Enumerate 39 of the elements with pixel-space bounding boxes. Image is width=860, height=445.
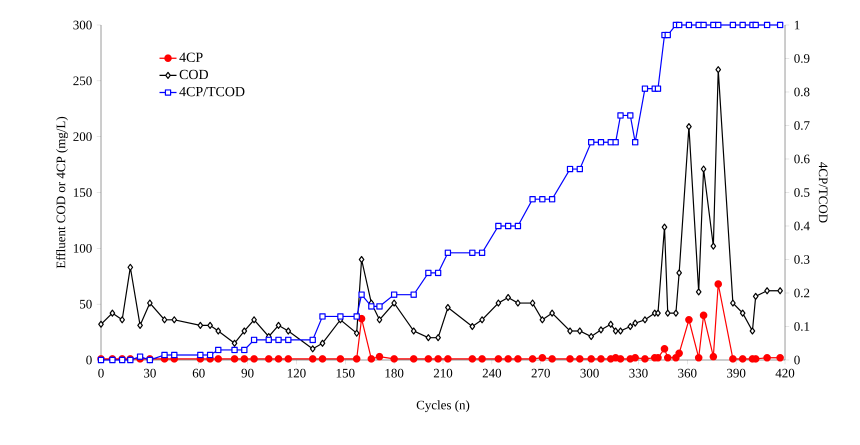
x-tick-label: 240 [482,368,502,378]
y2-tick-label: 0.8 [794,88,810,96]
y-axis-title: Effluent COD or 4CP (mg/L) [56,116,68,268]
y2-tick-label: 0.9 [794,54,810,63]
x-tick-label: 210 [434,368,452,378]
y-tick-label: 50 [80,300,92,309]
y2-tick-label: 0.5 [794,188,810,197]
x-tick-label: 390 [727,368,746,378]
x-tick-label: 330 [629,368,648,378]
y2-tick-label: 0.7 [794,121,810,130]
legend-label: 4CP/TCOD [179,86,244,96]
x-tick-label: 270 [532,368,550,378]
y2-tick-label: 0.3 [794,255,810,264]
y-tick-label: 150 [74,188,92,197]
x-tick-label: 180 [386,368,404,378]
y-tick-label: 0 [86,356,92,364]
y-tick-label: 200 [73,132,92,142]
y2-tick-label: 0.2 [794,288,810,298]
x-tick-label: 360 [678,368,697,378]
x-axis-title: Cycles (n) [416,400,470,412]
legend-label: 4CP [179,52,203,62]
x-tick-label: 30 [144,368,156,378]
y2-tick-label: 0 [794,356,800,364]
x-tick-label: 120 [288,368,306,378]
x-tick-label: 300 [580,368,599,378]
y-tick-label: 300 [73,20,92,30]
y2-tick-label: 1 [794,20,800,30]
y2-tick-label: 0.6 [794,154,810,164]
y2-tick-label: 0.1 [794,322,810,331]
y2-tick-label: 0.4 [794,222,810,230]
y-tick-label: 250 [73,76,92,86]
x-tick-label: 0 [98,368,104,378]
x-tick-label: 90 [242,368,254,378]
x-tick-label: 420 [776,368,794,378]
x-tick-label: 60 [192,368,205,378]
x-tick-label: 150 [336,368,355,378]
legend-label: COD [180,70,208,80]
y-tick-label: 100 [74,244,92,253]
y2-axis-title: 4CP/TCOD [818,162,828,223]
